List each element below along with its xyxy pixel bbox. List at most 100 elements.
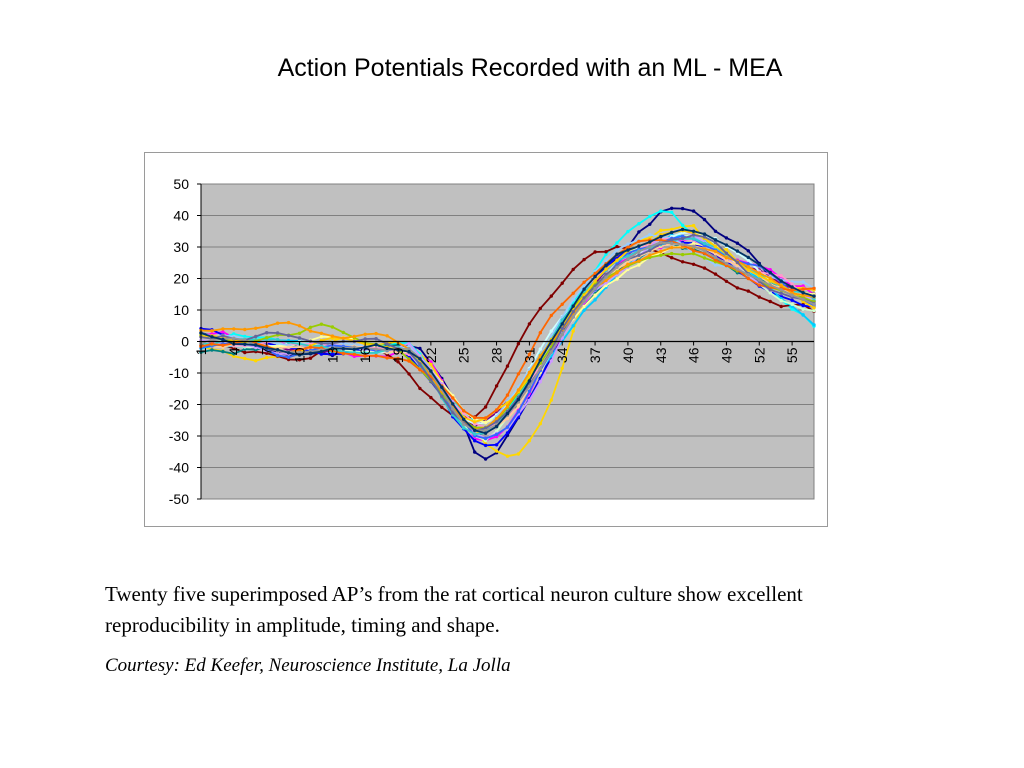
data-point xyxy=(604,263,608,267)
data-point xyxy=(702,266,707,270)
data-point xyxy=(538,358,542,362)
data-point xyxy=(779,274,783,278)
data-point xyxy=(505,416,510,421)
data-point xyxy=(680,206,685,211)
data-point xyxy=(582,304,586,309)
data-point xyxy=(494,417,499,421)
data-point xyxy=(363,332,367,336)
data-point xyxy=(615,258,619,262)
x-tick-label: 19 xyxy=(390,347,406,363)
data-point xyxy=(790,307,794,311)
data-point xyxy=(516,410,521,414)
data-point xyxy=(527,379,532,383)
data-point xyxy=(538,422,542,426)
data-point xyxy=(560,366,564,370)
data-point xyxy=(494,449,499,453)
data-point xyxy=(593,271,597,276)
data-point xyxy=(319,331,324,335)
data-point xyxy=(768,270,772,275)
data-point xyxy=(637,239,641,243)
data-point xyxy=(243,342,247,346)
data-point xyxy=(659,234,663,239)
data-point xyxy=(341,347,345,351)
data-point xyxy=(352,352,356,357)
data-point xyxy=(615,265,619,269)
data-point xyxy=(801,313,805,317)
data-point xyxy=(527,352,532,357)
data-point xyxy=(286,355,291,359)
data-point xyxy=(779,288,783,292)
data-point xyxy=(527,384,532,389)
data-point xyxy=(757,271,761,275)
data-point xyxy=(297,324,302,328)
data-point xyxy=(483,436,488,441)
data-point xyxy=(462,417,466,421)
data-point xyxy=(254,326,258,330)
x-tick-label: 22 xyxy=(423,347,439,363)
data-point xyxy=(210,329,214,333)
data-point xyxy=(724,279,729,283)
data-point xyxy=(593,293,597,297)
data-point xyxy=(790,298,794,302)
data-point xyxy=(319,352,324,356)
data-point xyxy=(505,364,510,368)
data-point xyxy=(374,331,378,336)
data-point xyxy=(735,260,740,265)
data-point xyxy=(812,308,816,313)
data-point xyxy=(637,259,641,263)
data-point xyxy=(418,362,422,366)
data-point xyxy=(713,272,718,276)
data-point xyxy=(243,327,247,332)
data-point xyxy=(440,405,444,409)
data-point xyxy=(691,244,696,249)
data-point xyxy=(680,236,685,241)
data-point xyxy=(308,325,313,329)
data-point xyxy=(265,336,269,340)
data-point xyxy=(494,408,499,412)
data-point xyxy=(680,252,685,257)
data-point xyxy=(582,308,586,312)
data-point xyxy=(341,336,345,340)
data-point xyxy=(297,336,302,340)
data-point xyxy=(275,341,280,346)
x-tick-label: 52 xyxy=(751,347,767,363)
data-point xyxy=(286,345,291,349)
data-point xyxy=(746,249,750,253)
data-point xyxy=(549,313,553,318)
data-point xyxy=(494,420,499,424)
data-point xyxy=(297,353,302,357)
caption-text: Twenty five superimposed AP’s from the r… xyxy=(105,582,803,637)
data-point xyxy=(549,359,553,363)
data-point xyxy=(582,299,586,303)
data-point xyxy=(812,302,816,306)
data-point xyxy=(702,241,707,246)
data-point xyxy=(648,248,652,253)
data-point xyxy=(527,439,532,443)
x-tick-label: 16 xyxy=(357,347,373,363)
data-point xyxy=(254,334,258,339)
data-point xyxy=(670,227,674,232)
data-point xyxy=(243,334,247,339)
data-point xyxy=(724,256,729,260)
data-point xyxy=(549,350,553,354)
data-point xyxy=(418,368,422,372)
data-point xyxy=(626,229,630,234)
data-point xyxy=(648,245,652,249)
data-point xyxy=(615,245,619,249)
data-point xyxy=(604,252,608,256)
y-tick-label: 40 xyxy=(173,208,189,224)
data-point xyxy=(702,251,707,255)
data-point xyxy=(308,356,313,360)
data-point xyxy=(593,286,597,291)
data-point xyxy=(615,241,619,245)
data-point xyxy=(615,252,619,256)
data-point xyxy=(626,262,630,266)
data-point xyxy=(396,356,400,361)
data-point xyxy=(702,232,707,236)
data-point xyxy=(659,238,663,242)
data-point xyxy=(735,267,740,271)
data-point xyxy=(702,235,707,239)
data-point xyxy=(538,366,542,371)
data-point xyxy=(538,331,542,335)
data-point xyxy=(604,259,608,263)
